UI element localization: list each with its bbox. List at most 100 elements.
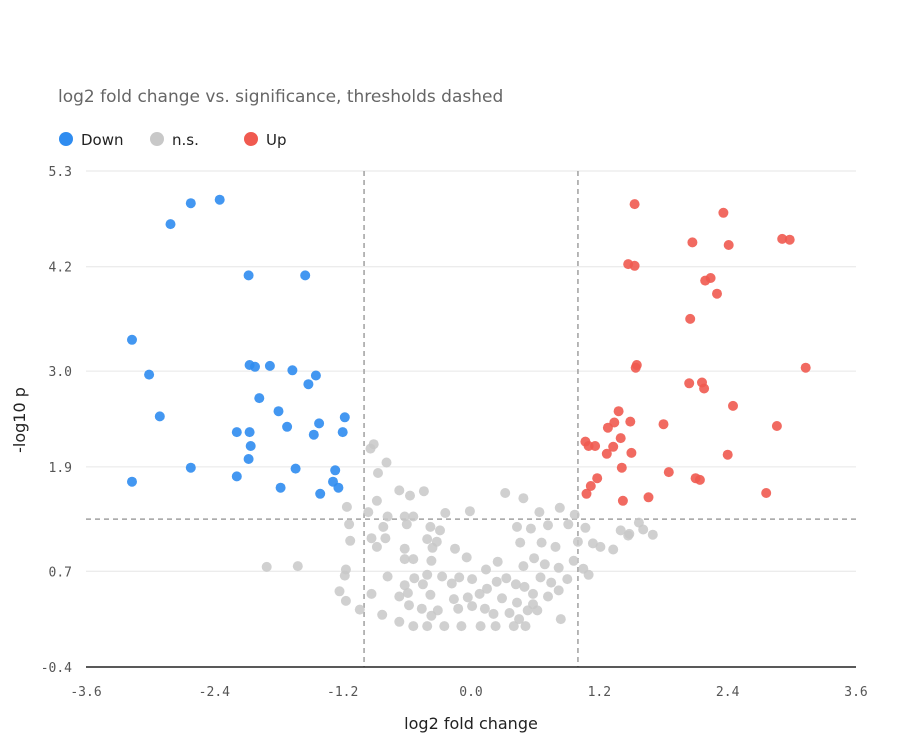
data-point-down[interactable]	[330, 465, 341, 476]
data-point-ns[interactable]	[440, 508, 451, 518]
data-point-ns[interactable]	[595, 541, 606, 552]
data-point-ns[interactable]	[363, 507, 374, 518]
data-point-ns[interactable]	[399, 511, 410, 522]
data-point-ns[interactable]	[514, 614, 525, 625]
data-point-down[interactable]	[337, 427, 348, 438]
data-point-up[interactable]	[694, 474, 705, 485]
data-point-ns[interactable]	[492, 556, 503, 567]
legend-item-up[interactable]: Up	[244, 131, 287, 149]
data-point-down[interactable]	[287, 365, 298, 376]
data-point-up[interactable]	[592, 473, 603, 484]
data-point-ns[interactable]	[422, 621, 433, 632]
data-point-ns[interactable]	[261, 561, 272, 572]
data-point-ns[interactable]	[543, 520, 553, 531]
data-point-ns[interactable]	[425, 521, 436, 532]
data-point-ns[interactable]	[555, 614, 566, 625]
data-point-ns[interactable]	[439, 621, 450, 632]
data-point-down[interactable]	[231, 471, 242, 482]
data-point-up[interactable]	[684, 378, 695, 389]
data-point-ns[interactable]	[382, 511, 393, 522]
data-point-ns[interactable]	[464, 506, 475, 517]
data-point-down[interactable]	[300, 270, 311, 281]
data-point-up[interactable]	[723, 240, 734, 250]
data-point-up[interactable]	[728, 400, 738, 411]
data-point-ns[interactable]	[394, 591, 405, 602]
data-point-ns[interactable]	[456, 621, 467, 632]
data-point-ns[interactable]	[435, 525, 445, 536]
data-point-ns[interactable]	[402, 588, 413, 598]
data-point-ns[interactable]	[529, 553, 540, 564]
data-point-ns[interactable]	[341, 501, 352, 512]
data-point-up[interactable]	[761, 488, 772, 498]
data-point-ns[interactable]	[554, 502, 565, 513]
data-point-ns[interactable]	[518, 561, 529, 572]
data-point-up[interactable]	[663, 467, 674, 478]
data-point-ns[interactable]	[399, 580, 410, 591]
data-point-ns[interactable]	[426, 610, 437, 621]
data-point-ns[interactable]	[371, 495, 382, 506]
data-point-up[interactable]	[687, 237, 698, 248]
data-point-ns[interactable]	[380, 533, 391, 544]
data-point-up[interactable]	[617, 495, 628, 506]
data-point-ns[interactable]	[354, 604, 365, 615]
data-point-ns[interactable]	[378, 521, 389, 532]
data-point-ns[interactable]	[539, 559, 550, 570]
data-point-down[interactable]	[308, 429, 319, 440]
data-point-ns[interactable]	[481, 564, 491, 575]
data-point-ns[interactable]	[647, 529, 658, 540]
data-point-down[interactable]	[127, 476, 137, 487]
data-point-up[interactable]	[590, 441, 601, 451]
data-point-ns[interactable]	[519, 581, 530, 592]
data-point-ns[interactable]	[534, 507, 545, 518]
data-point-ns[interactable]	[462, 592, 473, 603]
data-point-ns[interactable]	[437, 571, 448, 582]
data-point-ns[interactable]	[450, 543, 460, 554]
data-point-ns[interactable]	[623, 530, 634, 541]
data-point-ns[interactable]	[418, 486, 429, 497]
data-point-ns[interactable]	[563, 519, 574, 530]
data-point-ns[interactable]	[572, 536, 583, 547]
data-point-down[interactable]	[254, 393, 265, 404]
data-point-ns[interactable]	[522, 605, 533, 616]
data-point-ns[interactable]	[399, 543, 410, 554]
data-point-up[interactable]	[718, 207, 729, 218]
data-point-ns[interactable]	[409, 573, 420, 584]
data-point-down[interactable]	[243, 270, 254, 281]
data-point-ns[interactable]	[501, 573, 512, 584]
data-point-ns[interactable]	[366, 588, 377, 599]
data-point-ns[interactable]	[532, 605, 543, 616]
data-point-ns[interactable]	[512, 521, 522, 532]
data-point-ns[interactable]	[488, 608, 499, 619]
data-point-ns[interactable]	[371, 541, 382, 552]
data-point-ns[interactable]	[535, 572, 546, 583]
data-point-up[interactable]	[700, 275, 711, 286]
data-point-ns[interactable]	[426, 555, 437, 566]
data-point-down[interactable]	[282, 421, 293, 432]
data-point-down[interactable]	[154, 411, 165, 422]
data-point-ns[interactable]	[608, 544, 619, 555]
data-point-up[interactable]	[685, 313, 696, 324]
data-point-up[interactable]	[601, 448, 612, 459]
data-point-ns[interactable]	[461, 552, 472, 563]
data-point-ns[interactable]	[422, 534, 433, 545]
data-point-ns[interactable]	[553, 585, 564, 596]
data-point-up[interactable]	[712, 288, 722, 299]
data-point-ns[interactable]	[381, 457, 392, 468]
data-point-up[interactable]	[629, 199, 640, 210]
data-point-ns[interactable]	[479, 603, 490, 614]
data-point-ns[interactable]	[546, 577, 557, 588]
data-point-up[interactable]	[608, 441, 619, 452]
data-point-up[interactable]	[658, 419, 669, 430]
data-point-up[interactable]	[581, 488, 592, 499]
data-point-up[interactable]	[777, 233, 788, 244]
data-point-ns[interactable]	[416, 603, 427, 614]
data-point-ns[interactable]	[491, 576, 502, 587]
data-point-ns[interactable]	[515, 537, 526, 548]
data-point-down[interactable]	[185, 462, 196, 473]
data-point-up[interactable]	[643, 492, 654, 503]
data-point-ns[interactable]	[448, 594, 459, 605]
data-point-ns[interactable]	[528, 588, 538, 599]
data-point-down[interactable]	[185, 198, 196, 209]
data-point-down[interactable]	[290, 463, 301, 474]
data-point-ns[interactable]	[408, 511, 419, 522]
